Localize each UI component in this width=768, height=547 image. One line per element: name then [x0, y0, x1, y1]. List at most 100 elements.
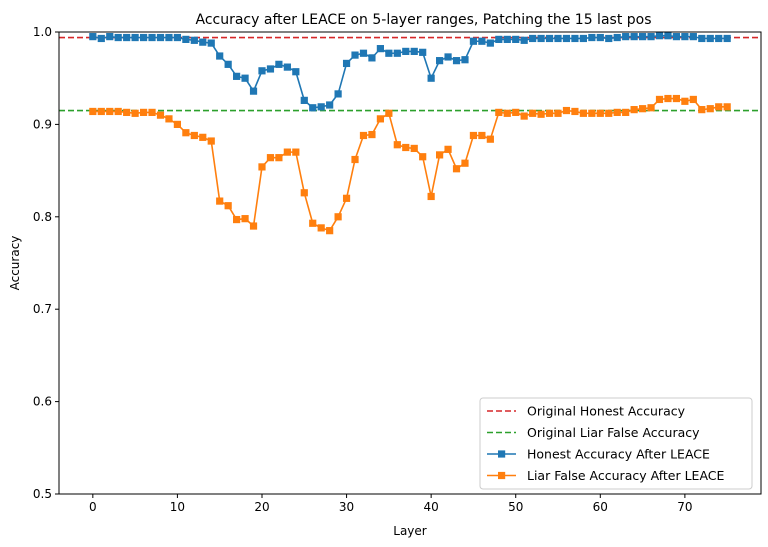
series-1-point — [275, 154, 283, 162]
series-1-point — [216, 197, 224, 205]
series-1-point — [148, 108, 156, 116]
series-1-point — [114, 107, 122, 116]
series-1-point — [571, 107, 579, 116]
x-tick-label: 70 — [677, 500, 692, 514]
series-1-point — [529, 109, 537, 117]
series-1-point — [410, 144, 418, 153]
series-1-point — [419, 153, 427, 161]
series-1-point — [647, 104, 655, 112]
series-0-point — [529, 34, 537, 43]
x-tick-label: 30 — [339, 500, 354, 514]
series-0-point — [419, 48, 427, 56]
series-0-point — [249, 87, 258, 95]
series-0-point — [114, 33, 122, 42]
series-1-point — [165, 115, 173, 123]
series-0-point — [97, 34, 105, 43]
series-0-point — [241, 74, 249, 82]
series-1-point — [89, 107, 97, 116]
series-1-point — [376, 115, 384, 123]
series-1-point — [706, 105, 714, 113]
x-tick-label: 0 — [89, 500, 97, 514]
series-1-point — [182, 129, 190, 137]
series-1-point — [292, 148, 300, 156]
series-1-point — [131, 109, 139, 117]
series-0-point — [427, 74, 435, 82]
series-0-point — [165, 33, 173, 42]
series-0-point — [588, 33, 596, 42]
series-1-point — [190, 131, 198, 140]
series-1-point — [486, 135, 494, 143]
series-0-point — [715, 34, 723, 43]
legend-swatch-marker — [498, 471, 506, 480]
series-1-point — [258, 163, 266, 171]
series-1-point — [300, 189, 308, 197]
x-axis: 0 10 20 30 40 50 60 70 — [89, 494, 693, 514]
series-0-point — [368, 54, 376, 62]
series-0-point — [106, 33, 114, 41]
series-1-point — [596, 109, 604, 117]
series-0-point — [630, 33, 638, 41]
plot-frame — [58, 31, 762, 495]
legend-label: Honest Accuracy After LEACE — [527, 447, 710, 462]
series-1-point — [495, 108, 503, 116]
series-1-point — [283, 148, 291, 156]
series-1-point — [579, 109, 587, 117]
series-1-point — [342, 194, 351, 202]
series-0-point — [89, 33, 97, 41]
series-1-point — [309, 219, 317, 227]
series-0-point — [351, 51, 359, 59]
series-0-point — [638, 33, 647, 41]
series-1-point — [554, 109, 562, 117]
series-0-point — [393, 49, 401, 57]
series-1-point — [638, 105, 647, 113]
series-1-point — [520, 112, 528, 120]
series-1-point — [512, 108, 520, 116]
series-1-point — [359, 131, 368, 140]
series-1-point — [317, 224, 325, 232]
series-1-point — [393, 141, 401, 149]
series-1-point — [461, 159, 469, 167]
y-axis: 0.5 0.6 0.7 0.8 0.9 1.0 — [33, 25, 59, 501]
series-1-point — [106, 107, 114, 116]
series-0-point — [275, 60, 283, 68]
series-1-point — [436, 151, 444, 159]
series-1-point — [385, 109, 393, 117]
y-tick-label: 1.0 — [33, 25, 52, 39]
legend-label: Original Honest Accuracy — [527, 404, 686, 419]
series-0-point — [698, 34, 706, 43]
series-0-point — [444, 53, 452, 61]
series-0-point — [173, 33, 182, 42]
series-0-point — [190, 36, 198, 44]
series-0-point — [376, 45, 384, 53]
series-1-point — [156, 111, 165, 119]
series-0-point — [334, 90, 342, 98]
y-tick-label: 0.5 — [33, 487, 52, 501]
series-0-point — [664, 32, 672, 40]
series-1-point — [622, 108, 630, 116]
series-0-point — [148, 33, 156, 42]
series-1-point — [664, 94, 672, 103]
series-0-point — [503, 35, 511, 43]
series-0-point — [131, 33, 139, 42]
series-1-point — [266, 154, 275, 162]
series-0-point — [216, 52, 224, 60]
series-1-point — [715, 103, 723, 111]
series-1-point — [199, 133, 207, 141]
y-tick-label: 0.7 — [33, 302, 52, 316]
series-0-point — [410, 47, 418, 55]
series-0-point — [562, 34, 571, 43]
legend-swatch-marker — [498, 450, 506, 458]
series-0-point — [554, 34, 562, 43]
series-0-point — [266, 65, 275, 73]
x-tick-label: 10 — [170, 500, 185, 514]
series-0-point — [579, 34, 587, 43]
series-1-point — [427, 192, 435, 201]
series-0-point — [520, 36, 528, 44]
x-tick-label: 20 — [254, 500, 269, 514]
series-1-point — [689, 95, 697, 104]
series-0-point — [436, 57, 444, 65]
series-line-1 — [92, 97, 728, 232]
series-0-point — [283, 63, 291, 71]
series-0-point — [478, 37, 486, 45]
series-1-point — [139, 108, 148, 116]
